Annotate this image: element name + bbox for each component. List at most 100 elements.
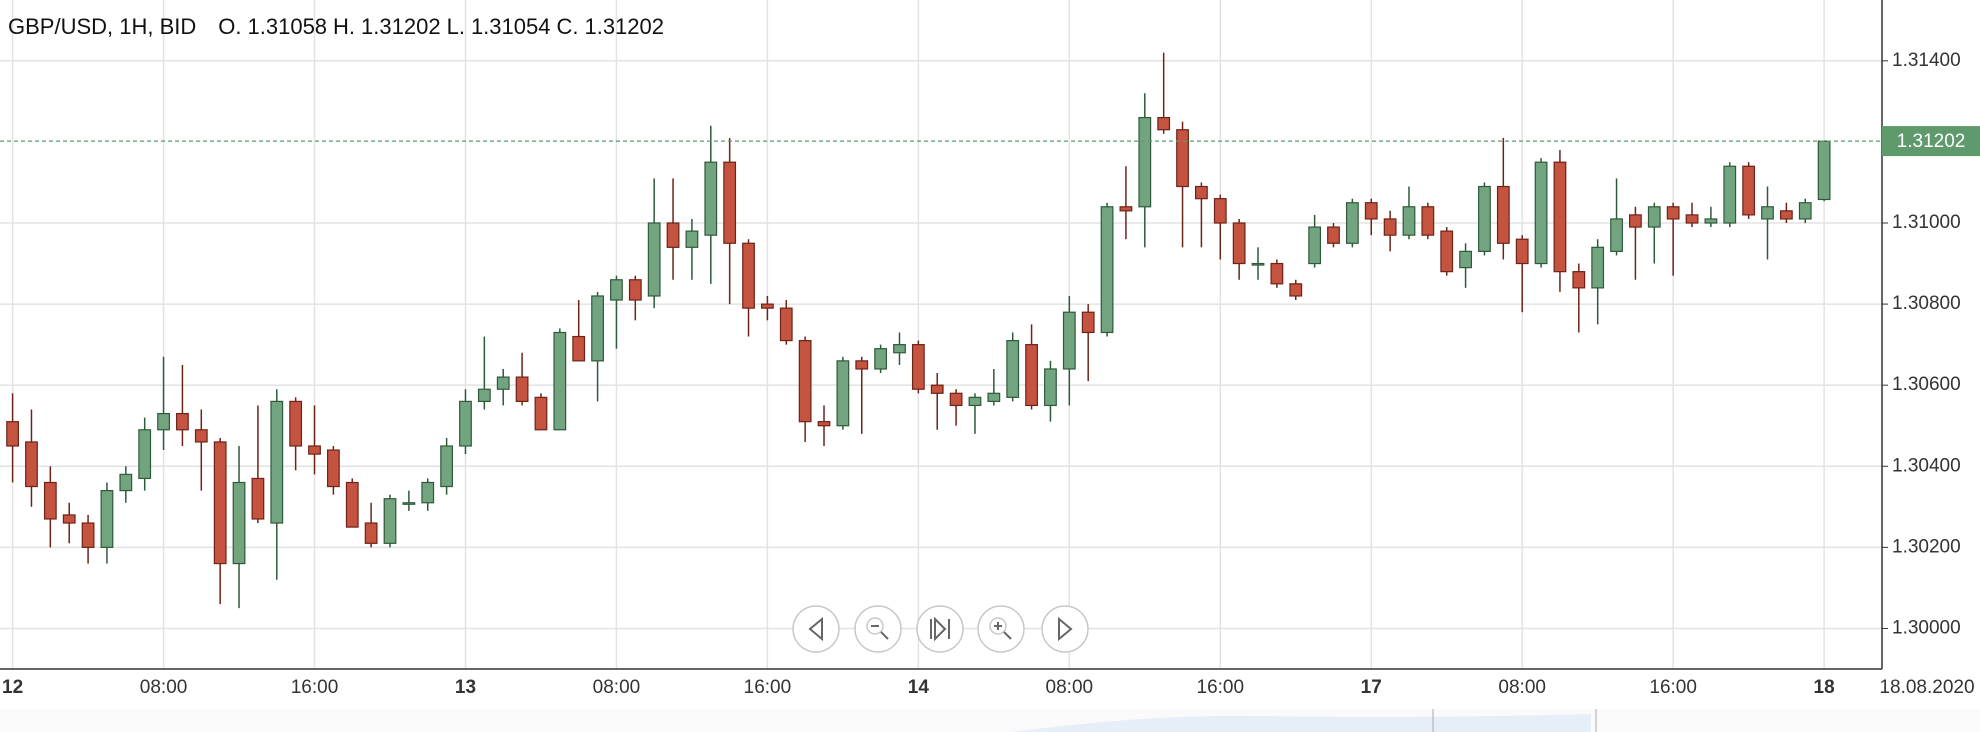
candle-body bbox=[911, 344, 925, 390]
navigation-buttons bbox=[792, 605, 1089, 653]
candle-body bbox=[779, 307, 793, 342]
scroll-left-button[interactable] bbox=[792, 605, 840, 653]
candle-body bbox=[1119, 206, 1133, 212]
candle-body bbox=[760, 303, 774, 309]
candle-body bbox=[1761, 206, 1774, 220]
candle-body bbox=[874, 348, 888, 370]
candle-body bbox=[610, 279, 623, 301]
candle-body bbox=[855, 360, 869, 370]
candle-body bbox=[6, 421, 20, 447]
ohlc-label: H. bbox=[333, 14, 355, 39]
candle-body bbox=[1232, 222, 1246, 265]
candle-body bbox=[25, 441, 38, 488]
zoom-in-button[interactable] bbox=[977, 605, 1025, 653]
x-tick-label: 17 bbox=[1361, 677, 1382, 698]
candle-body bbox=[402, 502, 416, 505]
candle-body bbox=[232, 481, 246, 565]
candle-body bbox=[930, 384, 944, 394]
candle-body bbox=[1157, 116, 1171, 131]
ohlc-value: 1.31202 bbox=[584, 14, 664, 39]
candle-body bbox=[949, 392, 963, 407]
x-tick-label: 16:00 bbox=[291, 677, 339, 698]
candle-body bbox=[119, 473, 133, 492]
candle-body bbox=[591, 295, 604, 362]
candle-body bbox=[1779, 210, 1793, 220]
candle-body bbox=[345, 481, 359, 528]
candle-body bbox=[1647, 206, 1661, 228]
ohlc-label: L. bbox=[447, 14, 465, 39]
candle-body bbox=[1364, 202, 1378, 220]
chart-header: GBP/USD, 1H, BID O. 1.31058 H. 1.31202 L. 1.31… bbox=[8, 14, 664, 39]
x-tick-label: 08:00 bbox=[1498, 677, 1546, 698]
candle-body bbox=[1553, 161, 1567, 273]
candle-body bbox=[704, 161, 718, 236]
reset-button[interactable] bbox=[916, 605, 964, 653]
candle-body bbox=[364, 522, 378, 544]
candle-body bbox=[1213, 198, 1227, 224]
candle-body bbox=[1685, 214, 1699, 224]
price-label: 1.31202 bbox=[1897, 131, 1966, 152]
candle-body bbox=[1345, 202, 1359, 244]
candle-body bbox=[440, 445, 454, 488]
candle-body bbox=[685, 230, 699, 248]
candle-body bbox=[1666, 206, 1680, 220]
candle-body bbox=[1138, 116, 1152, 208]
candle-body bbox=[817, 421, 831, 427]
x-tick-label: 14 bbox=[908, 677, 930, 698]
candle-body bbox=[1251, 262, 1265, 266]
candle-body bbox=[628, 279, 642, 301]
ohlc-label: C. bbox=[556, 14, 578, 39]
candle-body bbox=[666, 222, 680, 248]
candle-body bbox=[742, 242, 755, 309]
candle-body bbox=[515, 376, 529, 402]
candle-body bbox=[987, 392, 1001, 403]
candle-body bbox=[1308, 226, 1322, 265]
candle-body bbox=[836, 360, 850, 427]
candle-body bbox=[1100, 206, 1114, 334]
candle-body bbox=[1572, 271, 1586, 289]
candle-body bbox=[157, 412, 170, 431]
candle-body bbox=[1496, 185, 1510, 244]
candles-layer bbox=[6, 52, 1831, 609]
candle-body bbox=[1081, 311, 1095, 334]
candle-body bbox=[1289, 283, 1303, 297]
candle-body bbox=[496, 376, 510, 390]
x-tick-label: 16:00 bbox=[744, 677, 792, 698]
x-tick-label: 08:00 bbox=[593, 677, 641, 698]
zoom-out-button[interactable] bbox=[854, 605, 902, 653]
candle-body bbox=[1327, 226, 1340, 244]
candle-body bbox=[1591, 246, 1605, 289]
y-tick-label: 1.30000 bbox=[1892, 617, 1961, 638]
candle-body bbox=[1534, 161, 1548, 265]
candle-body bbox=[893, 344, 906, 354]
ohlc-value: 1.31058 bbox=[248, 14, 328, 39]
x-tick-label: 12 bbox=[2, 677, 23, 698]
candle-body bbox=[477, 388, 491, 402]
date-label: 18.08.2020 bbox=[1879, 677, 1974, 698]
chart-title: GBP/USD, 1H, BID bbox=[8, 14, 196, 39]
x-tick-label: 08:00 bbox=[140, 677, 188, 698]
candle-body bbox=[62, 514, 76, 524]
y-tick-label: 1.31000 bbox=[1892, 212, 1961, 233]
candle-body bbox=[1062, 311, 1076, 370]
y-tick-label: 1.30800 bbox=[1892, 293, 1961, 314]
candle-body bbox=[723, 161, 737, 244]
candle-body bbox=[1798, 202, 1812, 220]
candle-body bbox=[421, 481, 435, 504]
candle-body bbox=[1421, 206, 1435, 236]
candle-body bbox=[1176, 129, 1189, 188]
candle-body bbox=[194, 429, 208, 443]
candle-body bbox=[81, 522, 95, 548]
scroll-right-button[interactable] bbox=[1041, 605, 1089, 653]
candle-body bbox=[798, 339, 812, 423]
candle-body bbox=[572, 335, 586, 362]
x-tick-label: 08:00 bbox=[1046, 677, 1094, 698]
y-tick-label: 1.30200 bbox=[1892, 536, 1961, 557]
candle-body bbox=[647, 222, 661, 297]
candle-body bbox=[1459, 250, 1472, 269]
candle-body bbox=[553, 331, 567, 431]
candle-body bbox=[534, 396, 548, 431]
ohlc-value: 1.31054 bbox=[471, 14, 551, 39]
candle-body bbox=[1383, 218, 1397, 236]
